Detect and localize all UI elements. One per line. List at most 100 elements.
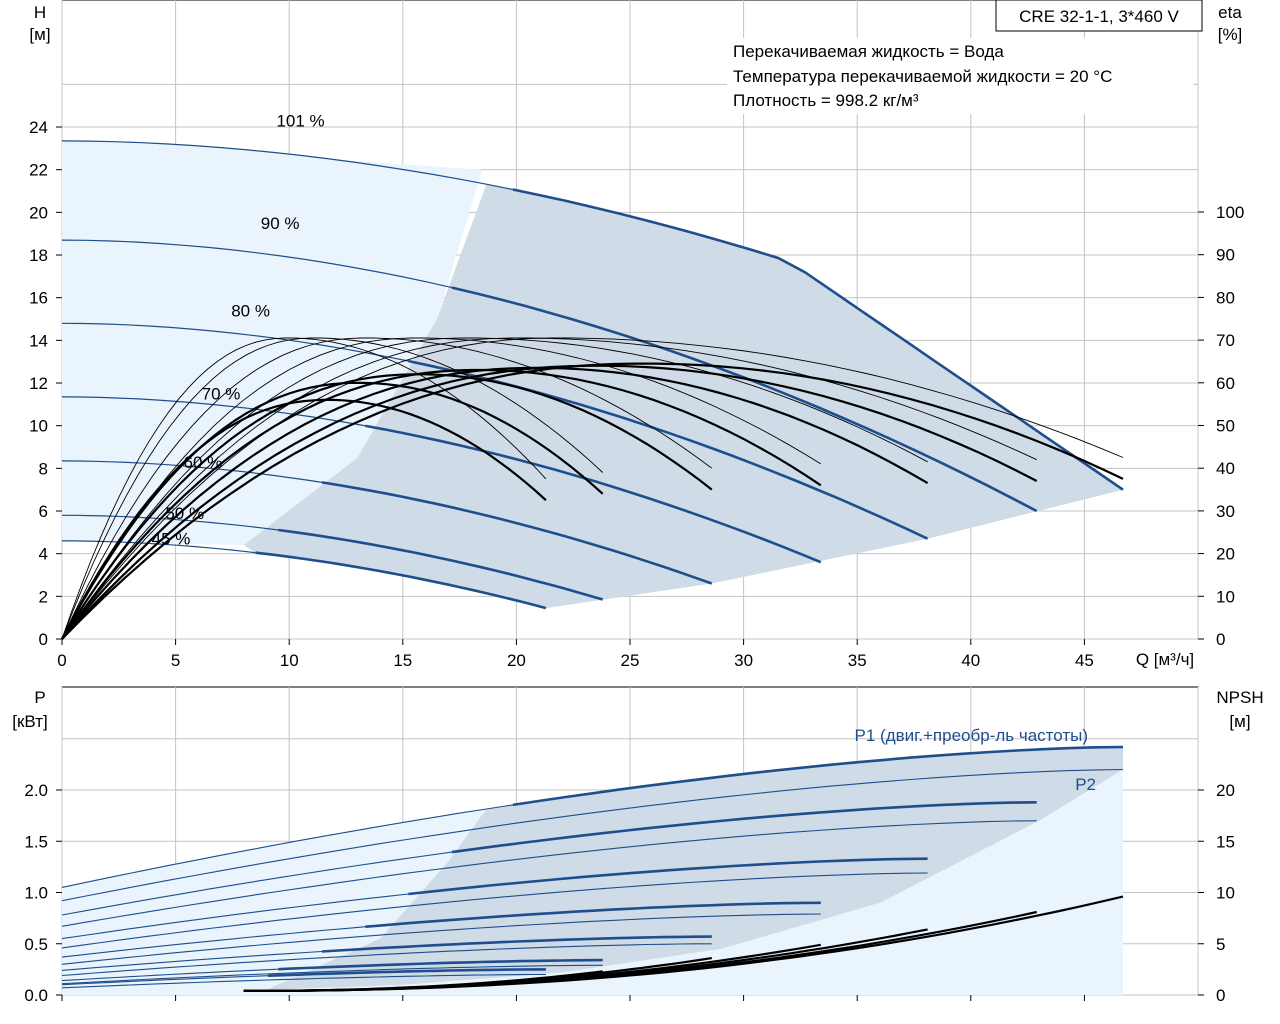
speed-label: 101 % [276,112,324,131]
head-curve-thin [62,540,256,554]
y-tick-label: 18 [29,246,48,265]
y2-tick-label: 70 [1216,331,1235,350]
efficiency-curve-bold [61,368,822,640]
x-tick-label: 45 [1075,651,1094,670]
p1-curve-bold [512,745,1124,807]
power-tick-label: 2.0 [24,781,48,800]
y-axis-label: H [34,3,46,22]
p2-curve [61,973,546,989]
npsh-curve [243,970,603,992]
head-curve-bold [255,551,547,610]
head-curve-thin [61,322,409,362]
p1-curve-bold [365,901,821,928]
head-curve-thin [61,396,366,427]
efficiency-curve-thin [61,337,604,640]
info-density: Плотность = 998.2 кг/м³ [733,91,919,110]
p1-curve-thin [61,893,409,940]
efficiency-curve-thin [61,337,1124,640]
head-curve-bold [365,424,822,564]
x-tick-label: 25 [621,651,640,670]
speed-labels: 101 % 90 % 80 % 70 % 60 % 50 % 45 % [152,112,325,549]
y2-tick-label: 100 [1216,203,1244,222]
efficiency-curve-bold [61,373,713,640]
p1-curve-thin [61,968,279,982]
y2-tick-label: 50 [1216,417,1235,436]
speed-label: 50 % [165,504,204,523]
y2-tick-label: 60 [1216,374,1235,393]
y2-tick-label: 20 [1216,545,1235,564]
p2-curve [61,872,928,949]
npsh-axis-unit: [м] [1229,712,1250,731]
p1-curve-thin [61,975,268,986]
p1-curve-bold [321,935,712,953]
npsh-tick-label: 15 [1216,832,1235,851]
y-tick-label: 10 [29,417,48,436]
info-box [727,38,1193,114]
y2-tick-label: 0 [1216,630,1225,649]
info-temperature: Температура перекачиваемой жидкости = 20… [733,67,1112,86]
power-tick-label: 0.5 [24,935,48,954]
p2-curve [61,913,821,965]
x-tick-label: 35 [848,651,867,670]
y-tick-label: 16 [29,289,48,308]
y-tick-label: 14 [29,331,48,350]
head-curve-thin [61,140,514,191]
p2-curve [61,943,712,977]
y2-tick-label: 90 [1216,246,1235,265]
x-tick-label: 0 [57,651,66,670]
y-tick-label: 0 [39,630,48,649]
extended-range-area [62,140,483,546]
y-tick-label: 24 [29,118,48,137]
head-efficiency-panel: 0 5 10 15 20 25 30 35 40 450246810121416182022240… [29,0,1244,670]
npsh-tick-label: 10 [1216,884,1235,903]
power-tick-label: 0.0 [24,986,48,1005]
top-axis-ticks: 0 5 10 15 20 25 30 35 40 450246810121416182022240… [29,118,1244,670]
npsh-axis-label: NPSH [1216,688,1263,707]
power-npsh-panel: 0.0 0.5 1.0 1.5 2.0 0 5 10 15 20 P [кВт] NPSH [м]… [12,686,1264,1005]
head-curve-bold [321,481,713,585]
y-tick-label: 8 [39,459,48,478]
p1-curve-thin [61,926,366,958]
y-tick-label: 2 [39,587,48,606]
y-tick-label: 20 [29,203,48,222]
y-tick-label: 22 [29,161,48,180]
x-tick-label: 5 [171,651,180,670]
head-curve-thin [62,514,279,531]
bottom-axis-ticks: 0.0 0.5 1.0 1.5 2.0 0 5 10 15 20 [24,781,1235,1005]
efficiency-curve-bold [61,381,604,640]
efficiency-curve-thin [61,337,713,640]
power-tick-label: 1.0 [24,884,48,903]
p2-curve [61,768,1124,902]
power-axis-label: P [34,688,45,707]
x-tick-label: 40 [961,651,980,670]
y2-tick-label: 40 [1216,459,1235,478]
p1-series-label: P1 (двиг.+преобр-ль частоты) [855,726,1088,745]
p2-curve [61,820,1037,927]
speed-label: 45 % [152,530,191,549]
npsh-tick-label: 20 [1216,781,1235,800]
power-axis-unit: [кВт] [12,712,47,731]
y-tick-label: 12 [29,374,48,393]
efficiency-curves [61,337,1124,640]
y2-tick-label: 30 [1216,502,1235,521]
y2-axis-label: eta [1218,3,1242,22]
npsh-curves [243,895,1124,992]
efficiency-curve-bold [61,364,1038,640]
info-liquid: Перекачиваемая жидкость = Вода [733,42,1004,61]
head-curve-bold [278,528,604,601]
p2-series-label: P2 [1075,775,1096,794]
speed-label: 60 % [183,453,222,472]
p1-curve-thin [61,804,513,888]
y-tick-label: 4 [39,545,48,564]
power-tick-label: 1.5 [24,832,48,851]
efficiency-curve-bold [61,398,547,640]
x-tick-label: 15 [393,651,412,670]
y-axis-unit: [м] [29,25,50,44]
speed-label: 70 % [202,385,241,404]
p1-curve-bold [408,857,928,896]
head-curve-thin [61,239,453,289]
npsh-tick-label: 5 [1216,935,1225,954]
x-tick-label: 10 [280,651,299,670]
p2-curve [61,964,603,985]
